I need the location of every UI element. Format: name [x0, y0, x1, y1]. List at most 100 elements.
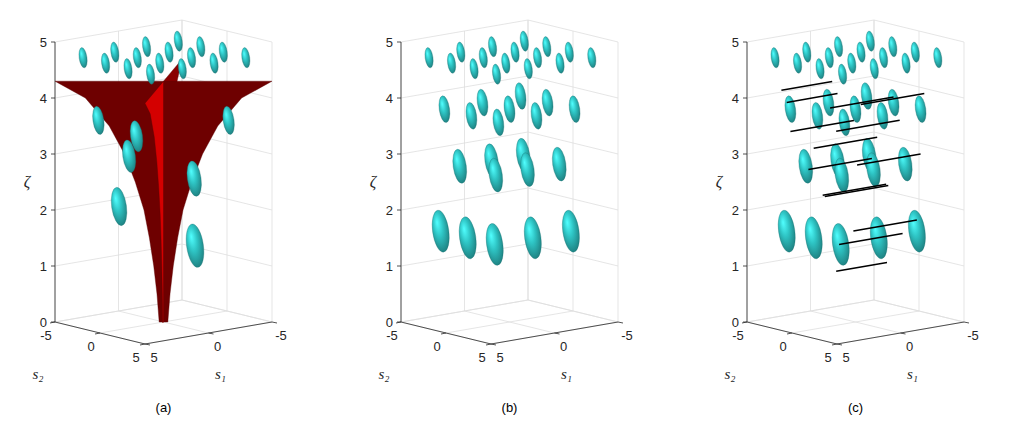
- segment: [836, 263, 887, 272]
- glyph: [164, 42, 175, 63]
- grid-line: [919, 31, 920, 311]
- z-tick-label: 2: [386, 203, 393, 218]
- y-tick-label: 0: [433, 339, 440, 354]
- glyph: [803, 216, 825, 260]
- z-tick: [743, 266, 747, 267]
- glyph: [550, 146, 568, 182]
- z-tick-label: 5: [732, 35, 739, 50]
- glyph: [478, 47, 489, 68]
- glyph: [184, 223, 207, 269]
- grid-line: [528, 300, 618, 322]
- glyph: [240, 47, 251, 68]
- glyph: [132, 47, 143, 68]
- y-tick-label: 0: [87, 339, 94, 354]
- x-tick-label: -5: [967, 328, 979, 343]
- glyph: [209, 53, 220, 74]
- glyph: [914, 95, 928, 123]
- y-tick: [441, 333, 446, 334]
- glyph: [869, 58, 880, 79]
- y-axis-line: [55, 322, 145, 344]
- glyph: [865, 31, 876, 52]
- glyph: [792, 53, 803, 74]
- y-tick-label: -5: [732, 328, 744, 343]
- glyph: [141, 36, 152, 57]
- glyph: [887, 36, 898, 57]
- grid-line: [55, 322, 145, 344]
- y-axis-line: [401, 322, 491, 344]
- glyph: [783, 95, 797, 123]
- grid-line: [837, 322, 964, 344]
- glyph: [523, 58, 534, 79]
- grid-line: [401, 300, 528, 322]
- glyph: [586, 47, 597, 68]
- z-tick: [743, 322, 747, 323]
- x-tick-label: 5: [842, 350, 849, 365]
- z-tick: [397, 154, 401, 155]
- marks: [424, 31, 597, 267]
- panel-caption: (a): [156, 400, 172, 415]
- y-tick: [396, 322, 401, 323]
- grid-line: [491, 322, 618, 344]
- axes: 012345-505-505: [40, 35, 287, 366]
- y-tick-label: 5: [478, 350, 485, 365]
- grid-line: [401, 20, 528, 42]
- glyph: [109, 186, 129, 226]
- grid-line: [874, 188, 964, 210]
- grid-line: [964, 42, 965, 322]
- x-axis-title: s₁: [215, 366, 226, 382]
- glyph: [145, 64, 156, 85]
- y-axis-title: s₂: [724, 366, 735, 382]
- glyph: [860, 82, 874, 110]
- z-tick: [743, 210, 747, 211]
- z-tick: [397, 266, 401, 267]
- y-tick: [486, 344, 491, 345]
- glyph: [797, 148, 815, 184]
- x-axis-line: [837, 322, 964, 344]
- x-axis-title: s₁: [907, 366, 918, 382]
- glyph: [424, 47, 435, 68]
- y-tick-label: 0: [779, 339, 786, 354]
- segment: [790, 121, 854, 132]
- glyph: [185, 160, 204, 197]
- y-tick: [95, 333, 100, 334]
- glyph: [824, 47, 835, 68]
- x-tick: [555, 333, 560, 334]
- glyph: [848, 95, 862, 123]
- glyph: [487, 157, 505, 193]
- z-tick: [51, 322, 55, 323]
- glyph: [555, 53, 566, 74]
- y-tick: [140, 344, 145, 345]
- glyph: [464, 102, 478, 130]
- grid-line: [874, 132, 964, 154]
- grid-line: [747, 300, 874, 322]
- grid-line: [446, 311, 573, 333]
- glyph: [514, 82, 528, 110]
- z-tick: [51, 42, 55, 43]
- glyph: [532, 47, 543, 68]
- glyph: [821, 89, 835, 117]
- glyph: [491, 64, 502, 85]
- y-tick-label: -5: [40, 328, 52, 343]
- grid-line: [747, 300, 874, 322]
- x-tick: [272, 322, 277, 323]
- z-tick-label: 2: [732, 203, 739, 218]
- y-tick: [787, 333, 792, 334]
- z-tick-label: 4: [732, 91, 739, 106]
- segment: [839, 234, 903, 245]
- y-tick: [832, 344, 837, 345]
- panel-glyph3d: 012345-505-505ζs₁s₂(b): [370, 20, 633, 415]
- x-tick-label: 0: [560, 339, 567, 354]
- glyph: [78, 47, 89, 68]
- grid-line: [874, 20, 964, 42]
- glyph: [173, 31, 184, 52]
- grid: [55, 20, 272, 344]
- segment: [787, 94, 838, 103]
- grid-line: [118, 31, 119, 311]
- grid-line: [747, 322, 837, 344]
- marks: [770, 31, 943, 272]
- glyph: [522, 216, 544, 260]
- glyph: [801, 42, 812, 63]
- grid-line: [792, 311, 919, 333]
- segment: [823, 184, 887, 195]
- glyph: [776, 209, 798, 253]
